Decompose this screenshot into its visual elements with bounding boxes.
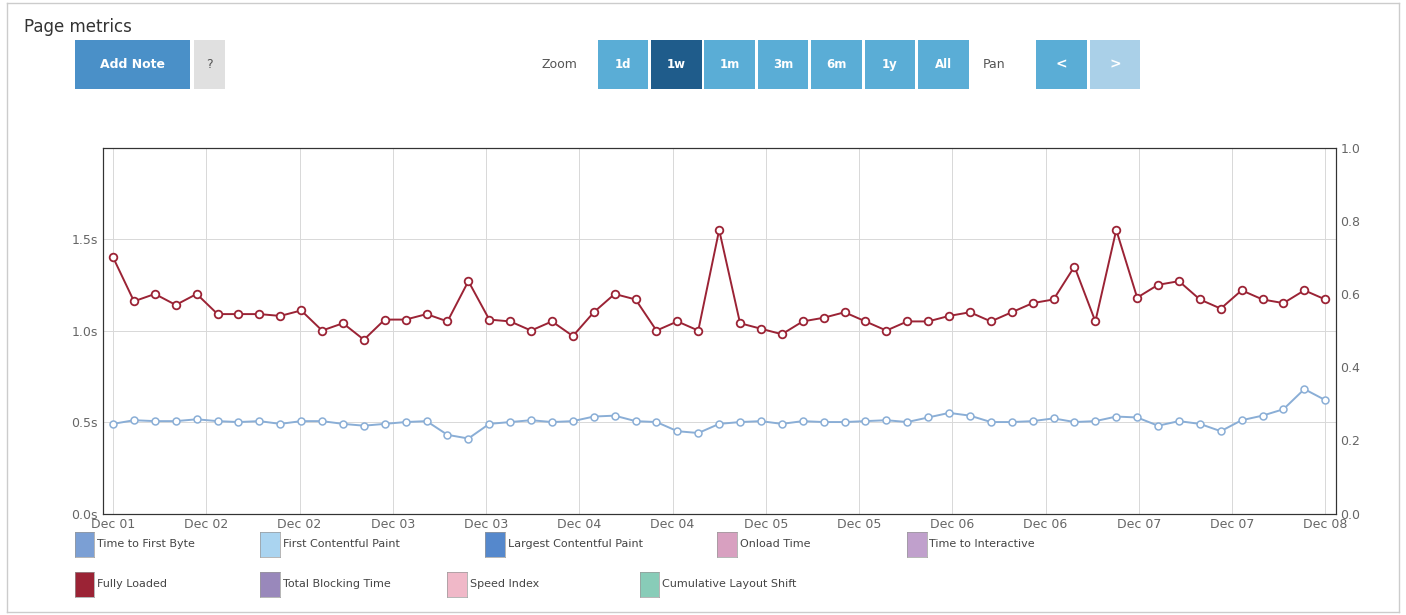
Text: 1m: 1m <box>720 58 740 71</box>
Text: 6m: 6m <box>827 58 846 71</box>
Text: Total Blocking Time: Total Blocking Time <box>283 579 391 589</box>
Text: Pan: Pan <box>983 58 1005 71</box>
Text: Time to Interactive: Time to Interactive <box>929 539 1035 549</box>
Text: <: < <box>1056 58 1067 71</box>
Text: Largest Contentful Paint: Largest Contentful Paint <box>508 539 643 549</box>
Text: Time to First Byte: Time to First Byte <box>97 539 195 549</box>
Text: Cumulative Layout Shift: Cumulative Layout Shift <box>662 579 797 589</box>
Text: Add Note: Add Note <box>100 58 165 71</box>
Text: >: > <box>1109 58 1121 71</box>
Text: Zoom: Zoom <box>541 58 578 71</box>
Text: ?: ? <box>207 58 212 71</box>
Text: Fully Loaded: Fully Loaded <box>97 579 167 589</box>
Text: Page metrics: Page metrics <box>24 18 132 36</box>
Text: First Contentful Paint: First Contentful Paint <box>283 539 399 549</box>
Text: 1y: 1y <box>882 58 898 71</box>
Text: Speed Index: Speed Index <box>470 579 538 589</box>
Text: 1w: 1w <box>666 58 686 71</box>
Text: 3m: 3m <box>773 58 793 71</box>
Text: Onload Time: Onload Time <box>740 539 810 549</box>
Text: 1d: 1d <box>614 58 631 71</box>
Text: All: All <box>935 58 952 71</box>
